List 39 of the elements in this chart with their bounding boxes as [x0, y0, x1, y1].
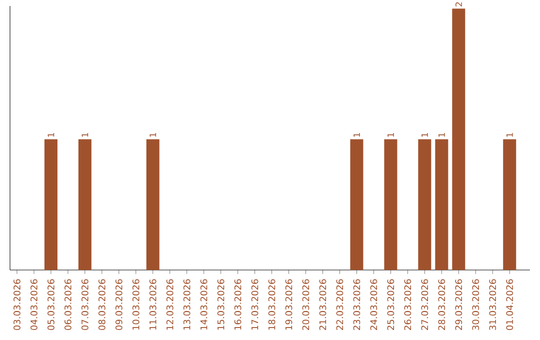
x-tick-label: 21.03.2026 [319, 279, 326, 330]
x-tick-label: 29.03.2026 [455, 279, 462, 330]
x-tick-label: 03.03.2026 [14, 279, 20, 330]
data-label: 1 [388, 133, 394, 137]
x-tick-label: 11.03.2026 [149, 279, 156, 330]
x-tick-label: 25.03.2026 [387, 279, 394, 330]
data-label: 1 [438, 133, 445, 137]
data-label: 1 [48, 133, 54, 137]
x-tick-label: 01.04.2026 [506, 279, 514, 330]
x-tick-label: 28.03.2026 [438, 279, 446, 330]
x-tick-label: 13.03.2026 [183, 279, 190, 330]
x-tick-label: 04.03.2026 [30, 279, 38, 330]
x-tick-label: 12.03.2026 [166, 279, 174, 330]
x-tick-label: 24.03.2026 [370, 279, 378, 330]
x-tick-label: 31.03.2026 [489, 279, 496, 330]
x-tick-label: 20.03.2026 [302, 279, 310, 330]
x-tick-label: 14.03.2026 [200, 279, 208, 330]
x-tick-label: 27.03.2026 [421, 279, 428, 330]
x-tick-label: 10.03.2026 [132, 279, 140, 330]
x-tick-label: 18.03.2026 [268, 279, 276, 330]
x-tick-label: 16.03.2026 [234, 279, 242, 330]
x-tick-label: 06.03.2026 [64, 279, 72, 330]
data-label: 1 [422, 133, 428, 137]
x-tick-label: 08.03.2026 [98, 279, 106, 330]
x-tick-label: 17.03.2026 [251, 279, 258, 330]
x-tick-label: 07.03.2026 [81, 279, 88, 330]
data-label: 1 [506, 133, 513, 137]
x-tick-label: 05.03.2026 [48, 279, 54, 330]
x-tick-label: 26.03.2026 [404, 279, 412, 330]
x-tick-label: 09.03.2026 [115, 279, 122, 330]
x-tick-label: 22.03.2026 [336, 279, 344, 330]
data-label: 1 [150, 133, 156, 137]
data-label: 2 [455, 2, 462, 6]
x-tick-label: 19.03.2026 [285, 279, 292, 330]
data-label: 1 [82, 133, 88, 137]
x-tick-label: 15.03.2026 [217, 279, 224, 330]
x-tick-label: 30.03.2026 [472, 279, 480, 330]
x-tick-label: 23.03.2026 [353, 279, 360, 330]
data-label: 1 [354, 133, 360, 137]
